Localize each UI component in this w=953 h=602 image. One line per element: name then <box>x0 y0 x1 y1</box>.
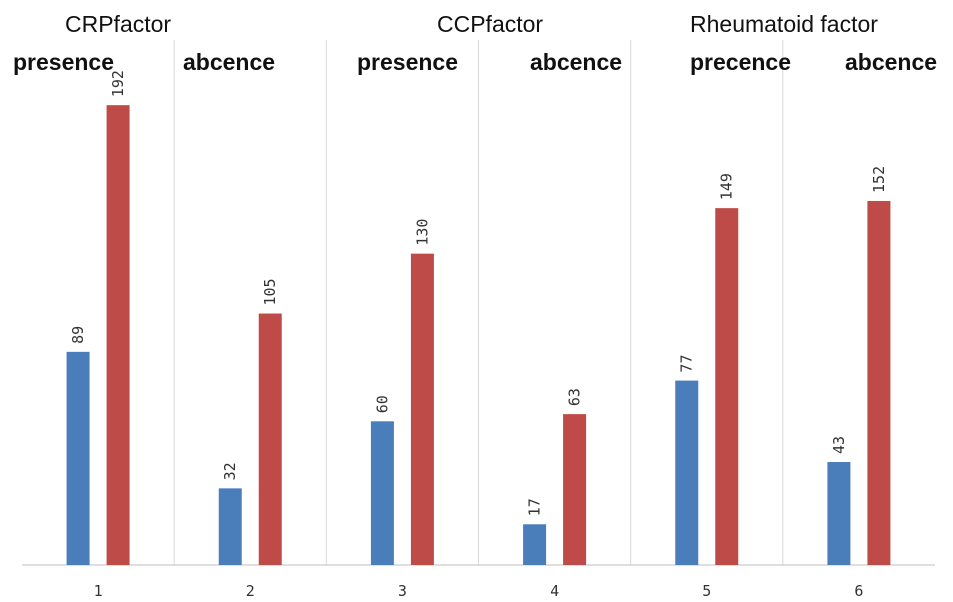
group-title-ccp: CCPfactor <box>437 11 543 37</box>
x-tick-labels: 1 2 3 4 5 6 <box>94 582 864 600</box>
data-label-series-1-cat-6: 43 <box>830 436 848 454</box>
bar-series-1-cat-5 <box>675 380 699 565</box>
x-tick-label-4: 4 <box>550 582 559 600</box>
data-label-series-1-cat-5: 77 <box>678 355 696 373</box>
data-label-series-2-cat-4: 63 <box>566 388 584 406</box>
bar-series-1-cat-6 <box>827 462 851 565</box>
bar-series-2-cat-2 <box>258 313 282 565</box>
x-tick-label-6: 6 <box>854 582 863 600</box>
data-label-series-2-cat-5: 149 <box>718 173 736 200</box>
bar-series-1-cat-2 <box>218 488 242 565</box>
sub-label-2: abcence <box>183 49 275 75</box>
data-label-series-1-cat-3: 60 <box>373 395 391 413</box>
data-labels: 89 192 32 105 60 130 17 63 77 149 43 152 <box>69 70 888 516</box>
bar-series-2-cat-3 <box>410 253 434 565</box>
bar-series-2-cat-1 <box>106 105 130 565</box>
category-separators <box>173 40 784 565</box>
bar-series-1-cat-1 <box>66 351 90 565</box>
bar-series-2-cat-5 <box>715 208 739 565</box>
sub-label-6: abcence <box>845 49 937 75</box>
sub-label-3: presence <box>357 49 458 75</box>
bar-series-2-cat-6 <box>867 200 891 565</box>
data-label-series-2-cat-2: 105 <box>261 278 279 305</box>
data-label-series-1-cat-2: 32 <box>221 462 239 480</box>
bar-series-1-cat-3 <box>370 421 394 565</box>
data-label-series-2-cat-1: 192 <box>109 70 127 97</box>
x-tick-label-5: 5 <box>702 582 711 600</box>
sub-label-5: precence <box>690 49 791 75</box>
x-tick-label-2: 2 <box>246 582 255 600</box>
bar-series-2-cat-4 <box>563 414 587 565</box>
x-tick-label-3: 3 <box>398 582 407 600</box>
bar-series-1-cat-4 <box>523 524 547 565</box>
sub-label-1: presence <box>13 49 114 75</box>
group-title-rheumatoid: Rheumatoid factor <box>690 11 878 37</box>
data-label-series-1-cat-1: 89 <box>69 326 87 344</box>
group-title-crp: CRPfactor <box>65 11 171 37</box>
x-tick-label-1: 1 <box>94 582 103 600</box>
bars <box>66 105 891 565</box>
sub-label-4: abcence <box>530 49 622 75</box>
data-label-series-2-cat-3: 130 <box>413 219 431 246</box>
data-label-series-1-cat-4: 17 <box>526 498 544 516</box>
chart-header: CRPfactor CCPfactor Rheumatoid factor pr… <box>13 11 937 75</box>
data-label-series-2-cat-6: 152 <box>870 166 888 193</box>
